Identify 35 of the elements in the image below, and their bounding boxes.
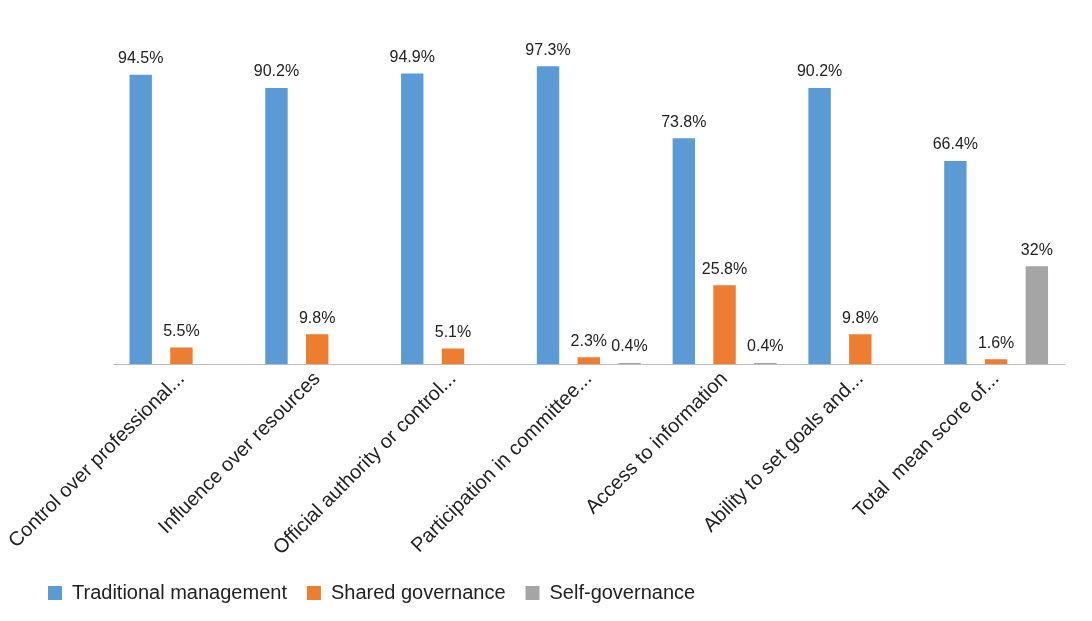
data-label: 0.4% xyxy=(747,337,784,355)
bar xyxy=(536,66,560,365)
bar xyxy=(713,285,736,365)
data-label: 1.6% xyxy=(977,333,1015,351)
data-label: 2.3% xyxy=(570,331,607,349)
bar xyxy=(984,359,1008,365)
bar xyxy=(808,88,831,365)
data-label: 94.9% xyxy=(389,48,435,66)
data-label: 90.2% xyxy=(796,62,843,80)
bar xyxy=(306,334,329,365)
data-label: 73.8% xyxy=(661,112,707,130)
bar xyxy=(265,88,288,365)
legend-label: Shared governance xyxy=(330,580,506,603)
legend-label: Self-governance xyxy=(549,580,696,603)
data-label: 90.2% xyxy=(253,62,300,80)
data-label: 5.5% xyxy=(163,321,200,339)
bar xyxy=(849,334,872,365)
data-label: 25.8% xyxy=(701,259,748,277)
bar xyxy=(944,160,967,365)
bar xyxy=(1025,266,1049,365)
bar xyxy=(170,347,193,365)
legend-label: Traditional management xyxy=(72,580,288,603)
data-label: 94.5% xyxy=(118,49,164,67)
bar xyxy=(401,73,424,365)
bar xyxy=(577,357,600,365)
data-label: 9.8% xyxy=(298,308,336,326)
data-label: 97.3% xyxy=(525,40,571,58)
bar xyxy=(672,138,696,365)
data-label: 5.1% xyxy=(434,323,472,341)
bar xyxy=(129,74,152,365)
data-label: 0.4% xyxy=(611,337,648,355)
data-label: 32% xyxy=(1020,240,1053,258)
data-label: 9.8% xyxy=(842,308,879,326)
data-label: 66.4% xyxy=(932,135,979,153)
bar xyxy=(441,348,465,365)
